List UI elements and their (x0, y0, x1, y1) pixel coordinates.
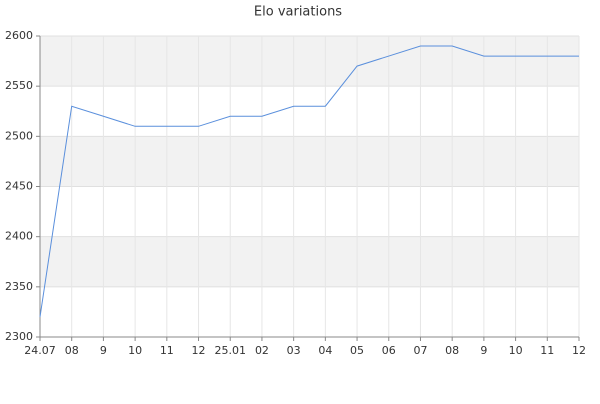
x-tick-label: 07 (413, 344, 427, 357)
x-tick-label: 10 (509, 344, 523, 357)
line (39, 45, 579, 318)
chart-title: Elo variations (254, 5, 342, 20)
grid-band (40, 36, 579, 87)
x-tick-label: 9 (100, 344, 107, 357)
y-tick-label: 2500 (5, 129, 33, 142)
y-tick-label: 2400 (5, 230, 33, 243)
y-tick-label: 2550 (5, 79, 33, 92)
x-tick-label: 11 (160, 344, 174, 357)
x-tick-label: 06 (382, 344, 396, 357)
x-tick-label: 08 (445, 344, 459, 357)
x-tick-label: 9 (480, 344, 487, 357)
y-tick-label: 2300 (5, 330, 33, 343)
x-tick-label: 08 (65, 344, 79, 357)
x-tick-label: 04 (318, 344, 332, 357)
y-tick-label: 2450 (5, 180, 33, 193)
y-tick-label: 2600 (5, 29, 33, 42)
x-tick-label: 11 (540, 344, 554, 357)
x-tick-label: 24.07 (24, 344, 56, 357)
x-tick-label: 12 (192, 344, 206, 357)
y-tick-label: 2350 (5, 280, 33, 293)
x-tick-label: 03 (287, 344, 301, 357)
x-tick-label: 02 (255, 344, 269, 357)
grid-band (40, 136, 579, 187)
x-tick-label: 05 (350, 344, 364, 357)
x-tick-label: 10 (128, 344, 142, 357)
grid-band (40, 236, 579, 287)
x-tick-label: 12 (572, 344, 586, 357)
x-tick-label: 25.01 (214, 344, 246, 357)
